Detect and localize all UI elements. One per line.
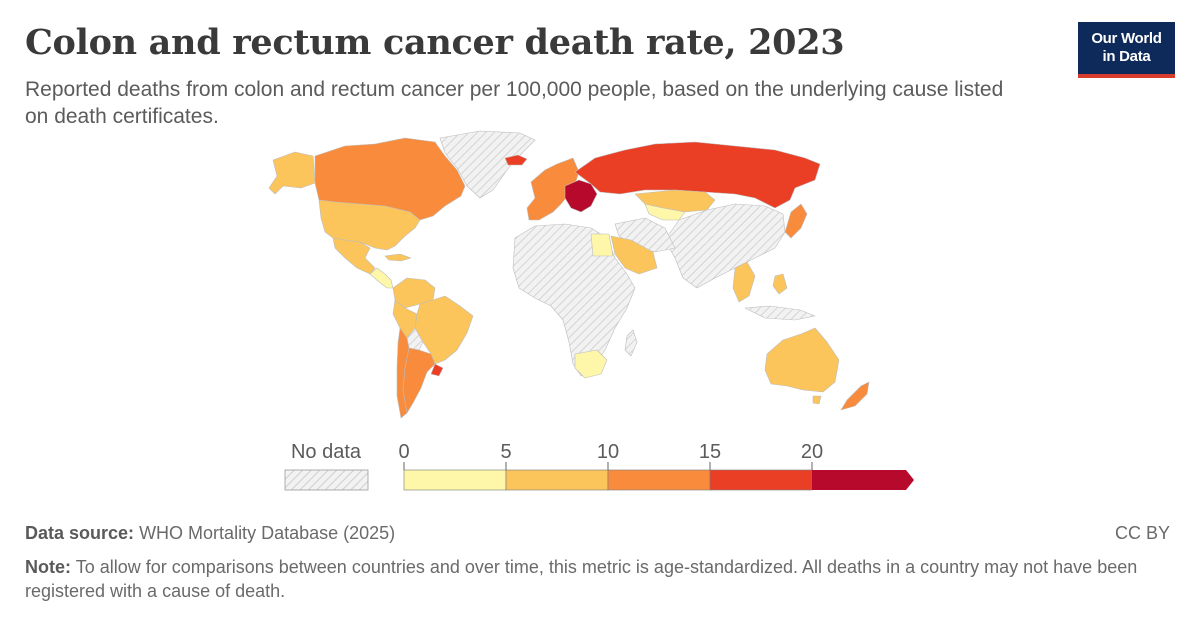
region-asia-no-data [664, 203, 786, 289]
legend-bin[interactable] [505, 469, 609, 491]
source-text[interactable]: WHO Mortality Database (2025) [139, 523, 396, 543]
legend-bin[interactable] [812, 470, 914, 490]
region-usa [318, 199, 421, 251]
legend-tick-label: 20 [801, 441, 823, 463]
world-map [268, 130, 870, 419]
region-south-africa [574, 349, 608, 379]
region-southeast-asia [732, 261, 756, 303]
region-indonesia [744, 305, 816, 321]
region-tasmania [812, 395, 822, 405]
region-egypt [590, 233, 614, 257]
legend-bin[interactable] [709, 469, 813, 491]
footer-note: Note: To allow for comparisons between c… [25, 555, 1155, 603]
region-philippines [772, 273, 788, 295]
region-new-zealand [840, 381, 870, 411]
region-central-america [369, 267, 394, 289]
region-arabian-peninsula [610, 235, 658, 275]
legend-tick-label: 0 [398, 441, 409, 463]
region-middle-east-no-data [614, 217, 676, 253]
region-cuba [384, 253, 412, 262]
region-iceland [504, 154, 528, 166]
source-label: Data source: [25, 523, 135, 543]
region-central-europe [564, 179, 598, 213]
logo-line-2: in Data [1102, 48, 1151, 65]
region-argentina [402, 347, 436, 414]
region-mexico [332, 237, 376, 275]
legend-tick-label: 10 [597, 441, 619, 463]
license[interactable]: CC BY [1114, 523, 1170, 543]
region-western-europe [526, 157, 580, 221]
owid-logo[interactable]: Our World in Data [1078, 22, 1175, 78]
region-africa [512, 223, 636, 377]
legend-tick-label: 5 [500, 441, 511, 463]
note-text: To allow for comparisons between countri… [25, 557, 1138, 601]
region-madagascar [624, 329, 638, 357]
region-greenland [439, 130, 536, 199]
chart-subtitle: Reported deaths from colon and rectum ca… [25, 78, 1004, 128]
logo-line-1: Our World [1091, 30, 1162, 47]
region-japan [784, 203, 808, 239]
region-uruguay [430, 363, 444, 377]
note-label: Note: [25, 557, 71, 577]
region-australia [764, 327, 840, 393]
legend-no-data-label: No data [291, 441, 362, 463]
chart-title: Colon and rectum cancer death rate, 2023 [25, 22, 845, 63]
legend-no-data-swatch [284, 469, 369, 491]
legend-tick-label: 15 [699, 441, 721, 463]
legend-bin[interactable] [403, 469, 507, 491]
region-alaska [268, 151, 316, 195]
region-russia [574, 141, 821, 209]
data-source: Data source: WHO Mortality Database (202… [25, 523, 395, 544]
legend-bin[interactable] [607, 469, 711, 491]
